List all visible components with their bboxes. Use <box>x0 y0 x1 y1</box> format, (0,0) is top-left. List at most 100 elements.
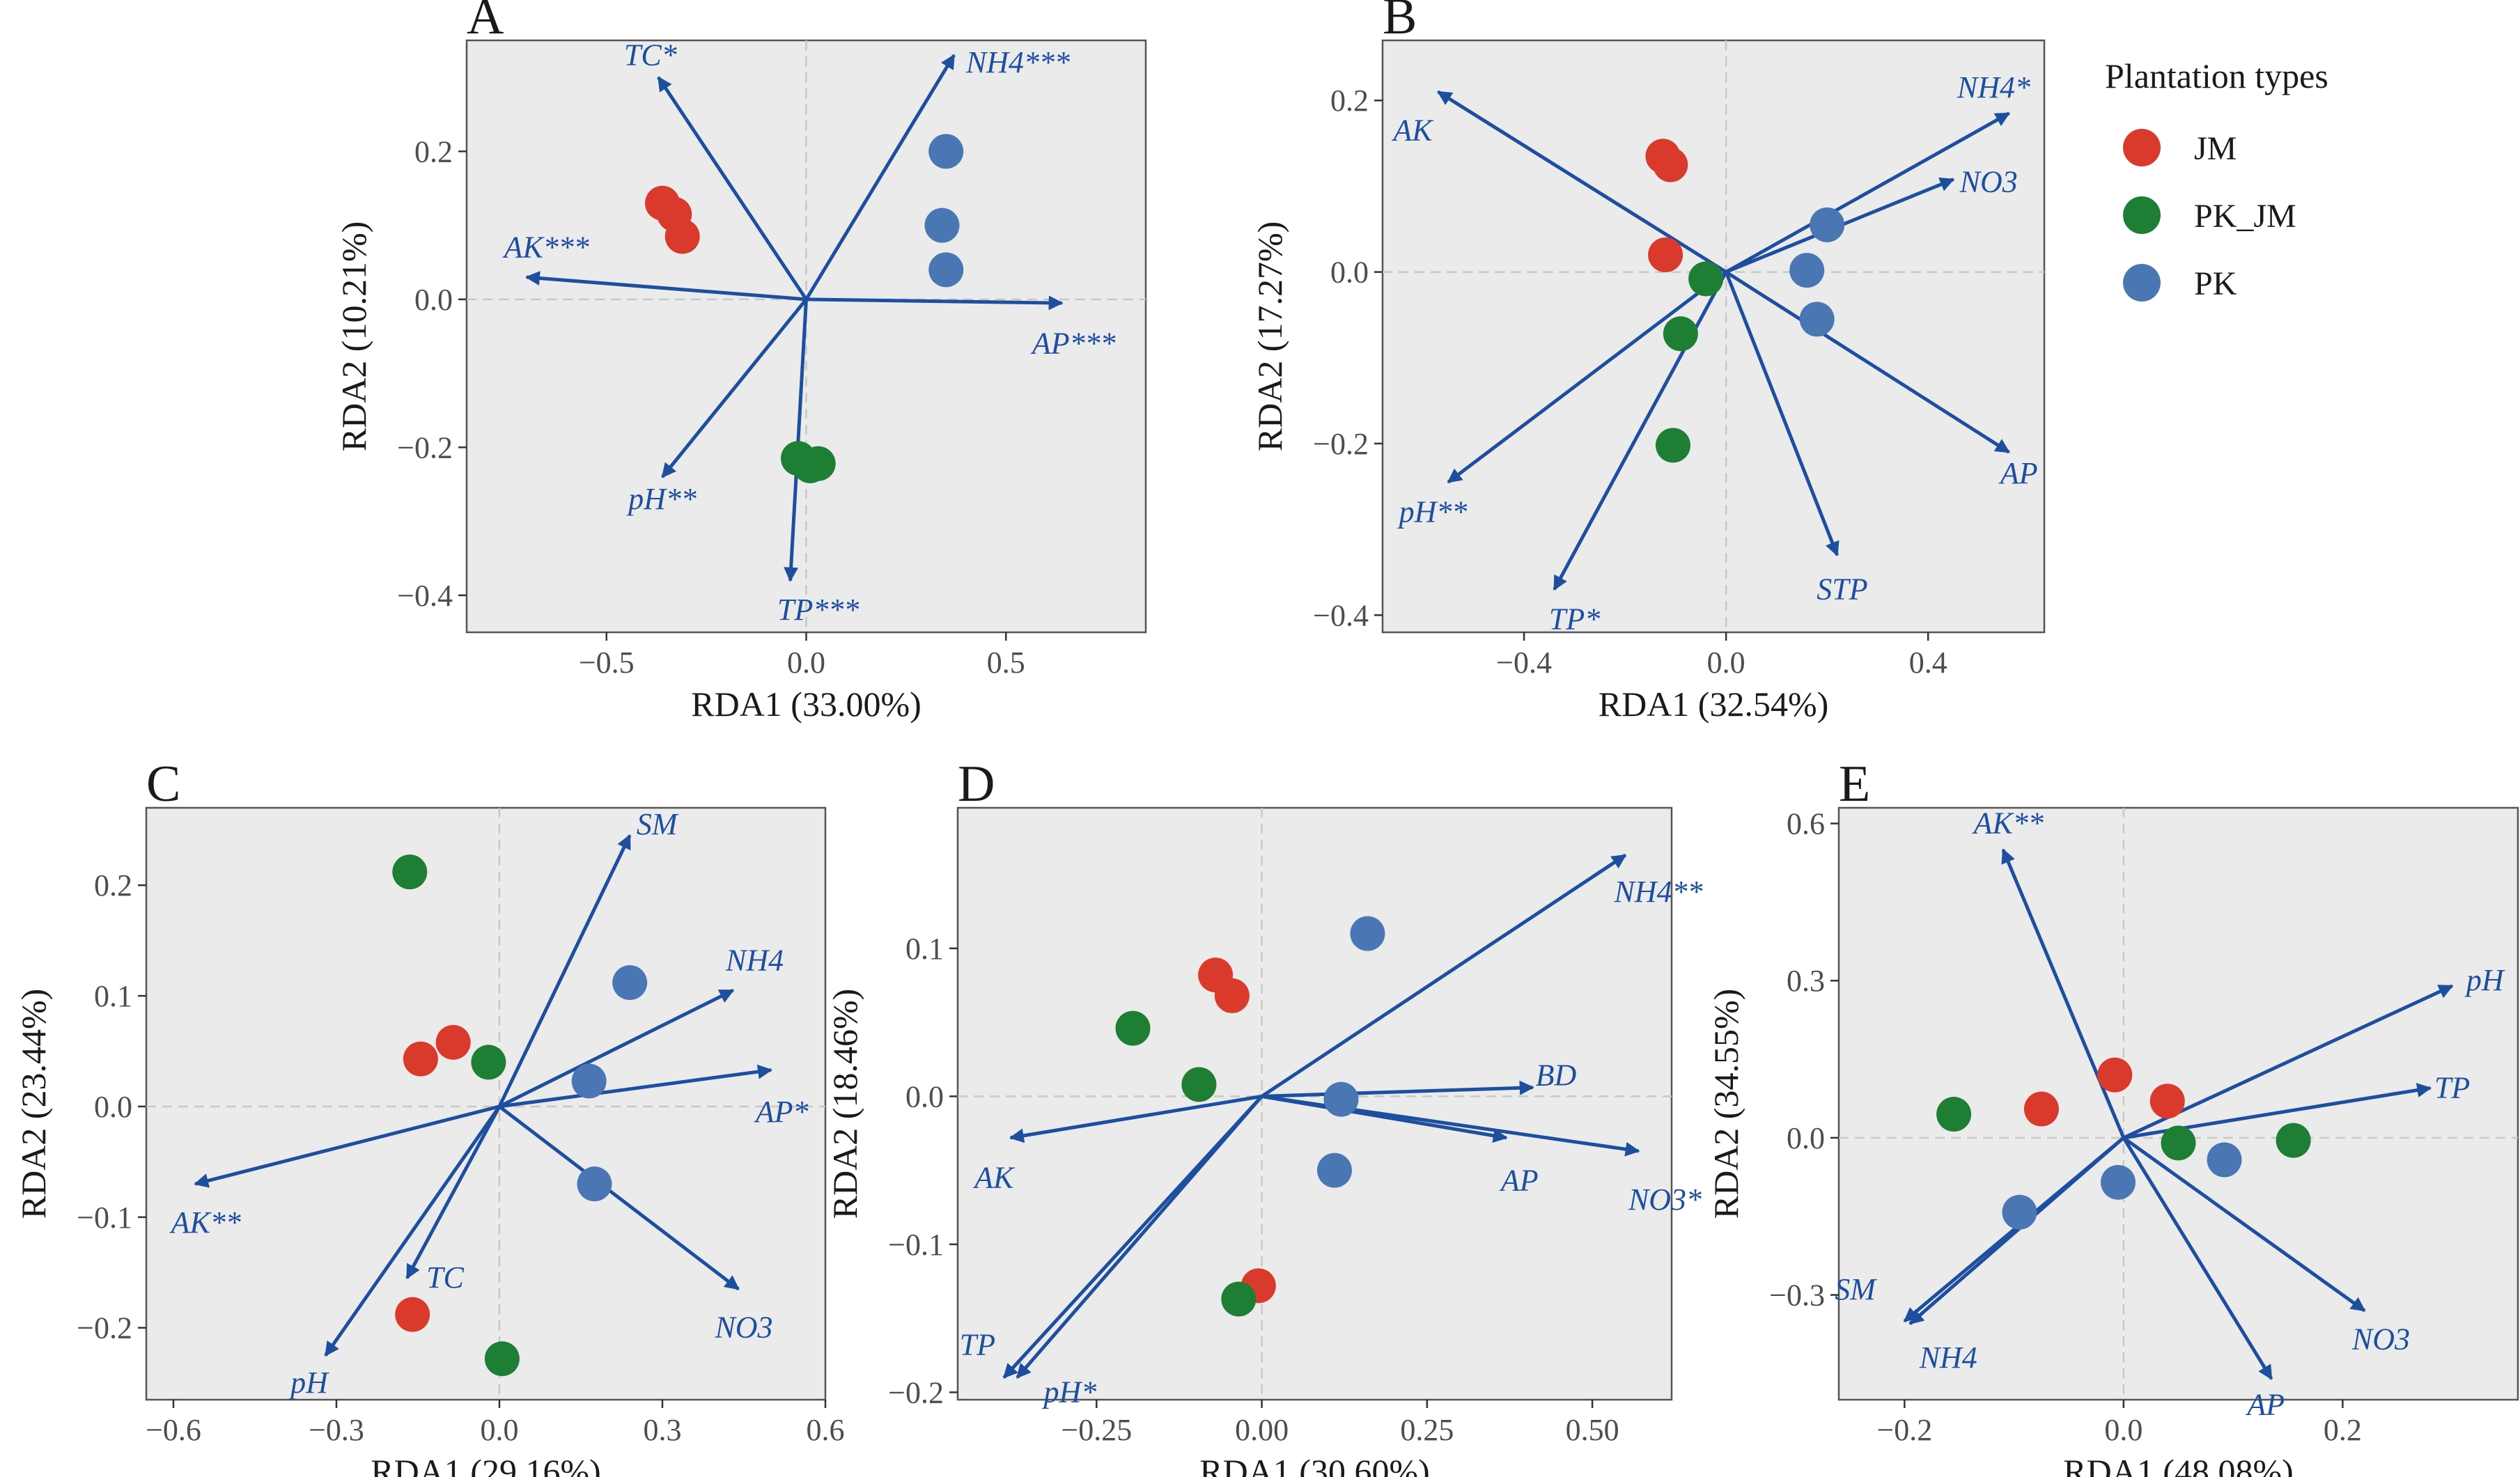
sample-point-pk <box>1323 1081 1359 1117</box>
y-tick-label: 0.1 <box>905 932 944 966</box>
x-tick-label: 0.3 <box>644 1413 682 1447</box>
vector-label: AP <box>1499 1164 1539 1198</box>
vector-label: NH4*** <box>965 45 1070 79</box>
vector-label: AP <box>2245 1388 2285 1422</box>
y-tick-label: −0.2 <box>888 1375 944 1409</box>
sample-point-jm <box>403 1041 438 1077</box>
vector-arrow <box>2122 1136 2366 1313</box>
vector-label: AK*** <box>502 230 589 265</box>
sample-point-pk-jm <box>800 446 836 481</box>
sample-point-pk-jm <box>1181 1067 1217 1102</box>
legend-label: PK_JM <box>2194 198 2296 235</box>
y-tick-label: 0.2 <box>414 134 453 169</box>
y-axis-title: RDA2 (23.44%) <box>14 989 53 1219</box>
sample-point-jm <box>664 219 700 254</box>
vector-arrow <box>1261 853 1627 1098</box>
sample-point-pk <box>1799 302 1835 337</box>
x-tick-label: 0.2 <box>2324 1413 2362 1447</box>
vector-label: BD <box>1536 1058 1577 1093</box>
x-axis-title: RDA1 (48.08%) <box>2063 1452 2294 1477</box>
y-tick-label: −0.3 <box>1769 1279 1825 1313</box>
vector-label: TP* <box>1549 602 1600 636</box>
panel-label: D <box>958 756 995 813</box>
vector-arrow <box>1436 90 1727 274</box>
vector-arrow <box>1725 111 2011 274</box>
sample-point-pk <box>1350 916 1385 951</box>
vector-arrow <box>1553 271 1728 591</box>
vector-label: AP* <box>754 1095 809 1129</box>
y-tick-label: 0.0 <box>905 1079 944 1113</box>
y-axis-title: RDA2 (18.46%) <box>825 989 864 1219</box>
sample-point-jm <box>1653 147 1688 182</box>
sample-point-pk <box>2101 1164 2136 1200</box>
x-tick-label: 0.5 <box>987 646 1025 680</box>
vector-arrow <box>2001 848 2126 1139</box>
vector-label: AP*** <box>1030 327 1116 361</box>
panel-label: A <box>467 0 504 45</box>
sample-point-jm <box>2023 1091 2059 1127</box>
vector-label: NH4 <box>725 943 784 977</box>
sample-point-pk-jm <box>2161 1125 2196 1161</box>
y-tick-label: −0.2 <box>77 1311 132 1345</box>
sample-point-pk <box>2002 1194 2037 1230</box>
sample-point-pk-jm <box>2276 1123 2311 1158</box>
vector-label: TC* <box>624 38 677 72</box>
vector-arrow <box>1724 271 1840 557</box>
sample-point-pk <box>571 1063 607 1099</box>
legend-title: Plantation types <box>2105 56 2328 95</box>
vector-label: pH <box>288 1366 329 1400</box>
vector-arrow <box>194 1104 500 1188</box>
vector-arrow <box>1447 270 1727 484</box>
sample-point-jm <box>1214 978 1250 1013</box>
x-tick-label: −0.25 <box>1061 1413 1132 1447</box>
x-tick-label: −0.4 <box>1496 646 1552 680</box>
x-tick-label: 0.0 <box>787 646 825 680</box>
sample-point-pk <box>1789 253 1825 288</box>
sample-point-pk-jm <box>471 1045 506 1080</box>
y-axis-title: RDA2 (10.21%) <box>334 221 373 452</box>
legend-swatch-pk-jm <box>2123 196 2161 234</box>
vector-arrow <box>1261 1094 1640 1157</box>
legend-swatch-jm <box>2123 129 2161 166</box>
legend-label: JM <box>2194 130 2237 167</box>
sample-point-pk-jm <box>1936 1097 1972 1132</box>
vector-label: SM <box>1835 1272 1877 1306</box>
vector-label: SM <box>637 807 679 841</box>
vector-label: AK** <box>1972 806 2044 841</box>
vector-arrow <box>804 54 956 301</box>
y-tick-label: 0.2 <box>94 868 132 902</box>
sample-point-pk-jm <box>1115 1010 1151 1046</box>
vector-arrow <box>497 834 632 1108</box>
x-tick-label: −0.2 <box>1876 1413 1932 1447</box>
vector-arrow <box>1908 1136 2125 1325</box>
sample-point-pk-jm <box>1663 316 1698 352</box>
sample-point-pk-jm <box>392 854 428 890</box>
vector-label: TP*** <box>777 593 859 627</box>
vector-label: NO3 <box>2351 1322 2410 1356</box>
y-tick-label: 0.0 <box>94 1090 132 1124</box>
y-tick-label: 0.6 <box>1787 807 1825 841</box>
y-tick-label: 0.2 <box>1330 84 1369 118</box>
vector-label: TP <box>960 1327 995 1361</box>
y-tick-label: 0.0 <box>1787 1121 1825 1155</box>
vector-label: NO3 <box>714 1311 772 1345</box>
panel-label: C <box>146 756 180 813</box>
panel-e: E −0.2 0.0 0.2 −0.3 0.0 0.3 0.6 RDA1 (48.08%) RDA… <box>1706 756 2519 1477</box>
x-tick-label: 0.0 <box>1707 646 1745 680</box>
sample-point-pk <box>1316 1152 1352 1188</box>
vector-arrow <box>498 988 735 1109</box>
panel-label: B <box>1383 0 1417 45</box>
sample-point-jm <box>435 1024 471 1060</box>
vector-arrow <box>524 271 807 302</box>
x-axis-title: RDA1 (29.16%) <box>371 1452 601 1477</box>
vector-label: NH4** <box>1613 875 1702 909</box>
sample-point-pk <box>2207 1142 2242 1178</box>
sample-point-jm <box>2097 1057 2133 1093</box>
y-axis-title: RDA2 (17.27%) <box>1250 221 1289 452</box>
vector-label: NO3 <box>1959 164 2018 198</box>
vector-label: pH* <box>1041 1375 1096 1409</box>
sample-point-pk <box>612 965 648 1001</box>
y-tick-label: 0.0 <box>414 283 453 317</box>
legend-swatch-pk <box>2123 264 2161 302</box>
